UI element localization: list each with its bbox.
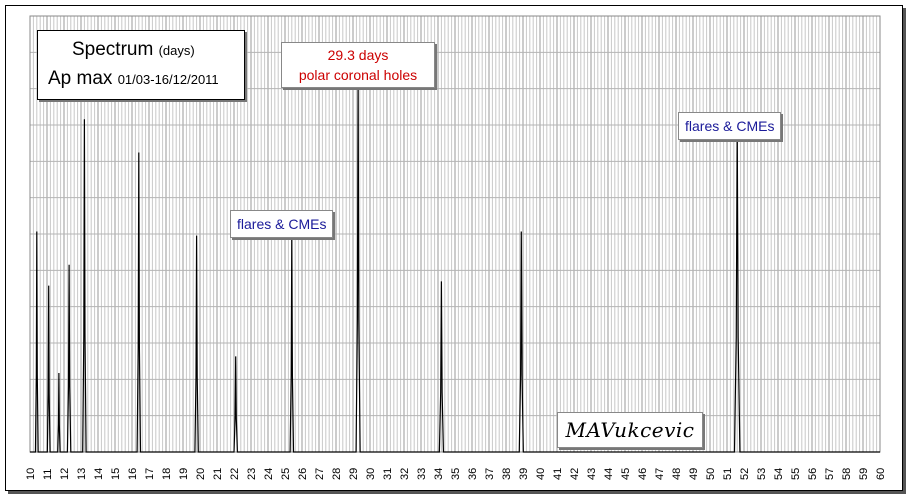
annotation-flares-1: flares & CMEs bbox=[230, 210, 334, 238]
annotation-flares-2: flares & CMEs bbox=[678, 112, 782, 140]
annotation-polar-coronal-holes: 29.3 days polar coronal holes bbox=[281, 42, 435, 88]
x-tick-label: 39 bbox=[518, 468, 530, 480]
x-tick-label: 20 bbox=[195, 468, 207, 480]
x-tick-label: 47 bbox=[654, 468, 666, 480]
author-signature: MAVukcevic bbox=[557, 412, 703, 448]
x-tick-label: 36 bbox=[467, 468, 479, 480]
annotation-label: polar coronal holes bbox=[298, 67, 418, 83]
x-tick-label: 34 bbox=[433, 468, 445, 480]
x-tick-label: 27 bbox=[314, 468, 326, 480]
x-tick-label: 51 bbox=[722, 468, 734, 480]
x-tick-label: 23 bbox=[246, 468, 258, 480]
x-tick-label: 40 bbox=[535, 468, 547, 480]
x-tick-label: 45 bbox=[620, 468, 632, 480]
x-tick-label: 24 bbox=[263, 468, 275, 480]
x-tick-label: 50 bbox=[705, 468, 717, 480]
title-spectrum: Spectrum bbox=[72, 39, 154, 60]
x-tick-label: 12 bbox=[59, 468, 71, 480]
x-tick-label: 37 bbox=[484, 468, 496, 480]
x-tick-label: 18 bbox=[161, 468, 173, 480]
x-tick-label: 58 bbox=[841, 468, 853, 480]
x-tick-label: 54 bbox=[773, 468, 785, 480]
x-tick-label: 42 bbox=[569, 468, 581, 480]
x-tick-label: 15 bbox=[110, 468, 122, 480]
title-line-1: Spectrum (days) bbox=[72, 39, 195, 61]
annotation-flares-label: flares & CMEs bbox=[685, 118, 775, 134]
title-unit: (days) bbox=[158, 43, 195, 58]
x-tick-label: 30 bbox=[365, 468, 377, 480]
x-tick-label: 10 bbox=[25, 468, 37, 480]
x-tick-label: 31 bbox=[382, 468, 394, 480]
title-box: Spectrum (days) Ap max 01/03-16/12/2011 bbox=[37, 30, 245, 100]
spectrum-line bbox=[30, 73, 880, 453]
x-tick-label: 49 bbox=[688, 468, 700, 480]
x-tick-label: 38 bbox=[501, 468, 513, 480]
x-tick-label: 16 bbox=[127, 468, 139, 480]
x-tick-label: 35 bbox=[450, 468, 462, 480]
x-tick-labels: 10 11 12 13 14 15 16 17 18 19 20 21 22 23 24 25 26 27 28 29… bbox=[25, 468, 887, 480]
annotation-flares-label: flares & CMEs bbox=[237, 216, 327, 232]
x-tick-label: 60 bbox=[875, 468, 887, 480]
x-tick-label: 52 bbox=[739, 468, 751, 480]
x-tick-label: 21 bbox=[212, 468, 224, 480]
x-tick-label: 59 bbox=[858, 468, 870, 480]
x-tick-label: 17 bbox=[144, 468, 156, 480]
x-tick-label: 13 bbox=[76, 468, 88, 480]
annotation-period: 29.3 days bbox=[327, 47, 389, 63]
x-tick-label: 55 bbox=[790, 468, 802, 480]
x-tick-label: 48 bbox=[671, 468, 683, 480]
x-tick-label: 26 bbox=[297, 468, 309, 480]
x-tick-label: 25 bbox=[280, 468, 292, 480]
x-tick-label: 11 bbox=[42, 469, 54, 480]
x-tick-label: 22 bbox=[229, 468, 241, 480]
title-ap-max: Ap max bbox=[48, 68, 113, 89]
title-date-range: 01/03-16/12/2011 bbox=[117, 72, 219, 87]
x-tick-label: 53 bbox=[756, 468, 768, 480]
x-tick-label: 19 bbox=[178, 468, 190, 480]
x-tick-label: 57 bbox=[824, 468, 836, 480]
title-line-2: Ap max 01/03-16/12/2011 bbox=[48, 68, 219, 90]
x-tick-label: 41 bbox=[552, 468, 564, 480]
x-tick-label: 32 bbox=[399, 468, 411, 480]
x-tick-label: 28 bbox=[331, 468, 343, 480]
x-tick-label: 29 bbox=[348, 468, 360, 480]
x-tick-label: 43 bbox=[586, 468, 598, 480]
x-tick-label: 14 bbox=[93, 468, 105, 480]
x-tick-label: 33 bbox=[416, 468, 428, 480]
x-tick-label: 44 bbox=[603, 468, 615, 480]
x-tick-label: 56 bbox=[807, 468, 819, 480]
x-tick-label: 46 bbox=[637, 468, 649, 480]
